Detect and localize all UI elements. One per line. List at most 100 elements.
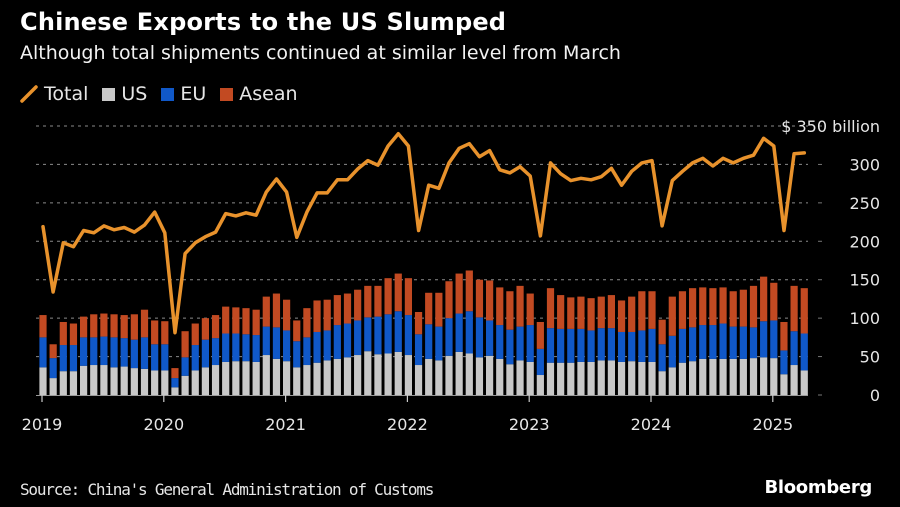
bar-eu xyxy=(272,327,281,359)
bar-us xyxy=(354,355,362,395)
bar-us xyxy=(546,362,555,395)
bar-eu xyxy=(465,311,473,354)
bar-asean xyxy=(130,314,138,340)
bar-eu xyxy=(252,335,260,362)
bar-eu xyxy=(425,324,433,359)
bar-asean xyxy=(749,285,758,328)
chart-subtitle: Although total shipments continued at si… xyxy=(20,42,621,64)
bar-asean xyxy=(414,311,423,335)
bar-eu xyxy=(648,328,656,362)
bar-asean xyxy=(201,318,209,340)
bar-asean xyxy=(151,320,159,345)
bar-eu xyxy=(262,326,270,356)
bar-eu xyxy=(303,337,311,366)
bar-asean xyxy=(211,315,220,339)
bar-eu xyxy=(617,331,626,362)
bar-asean xyxy=(374,285,382,317)
bar-asean xyxy=(39,315,47,338)
bar-asean xyxy=(384,278,392,315)
bar-asean xyxy=(800,288,808,334)
bar-eu xyxy=(364,317,372,352)
bar-us xyxy=(191,370,199,395)
x-tick-label: 2021 xyxy=(265,415,306,434)
bar-asean xyxy=(364,285,372,318)
bar-eu xyxy=(678,328,687,363)
bar-us xyxy=(445,355,453,395)
bar-us xyxy=(435,360,443,395)
bar-eu xyxy=(222,333,230,362)
bar-asean xyxy=(658,319,666,345)
bar-us xyxy=(211,365,220,395)
bar-eu xyxy=(313,331,321,363)
line-swatch-icon xyxy=(20,85,38,103)
bar-asean xyxy=(100,313,108,337)
bar-asean xyxy=(597,296,605,329)
bar-us xyxy=(323,360,331,395)
bar-asean xyxy=(587,298,595,331)
bar-asean xyxy=(780,321,788,351)
bar-asean xyxy=(739,289,747,327)
bar-eu xyxy=(130,339,138,369)
bar-us xyxy=(39,367,47,395)
bar-eu xyxy=(435,326,443,361)
legend-item-us: US xyxy=(102,83,147,105)
bar-asean xyxy=(354,289,362,321)
bar-us xyxy=(668,367,676,395)
bar-us xyxy=(648,361,656,395)
bar-us xyxy=(394,351,402,395)
bar-asean xyxy=(252,309,260,336)
bar-asean xyxy=(486,280,494,321)
bar-eu xyxy=(181,357,189,376)
bar-eu xyxy=(354,320,362,356)
y-tick-label: 50 xyxy=(860,348,880,367)
bar-eu xyxy=(486,320,494,356)
x-tick-label: 2024 xyxy=(631,415,672,434)
bar-eu xyxy=(587,330,595,362)
bar-asean xyxy=(617,300,626,332)
bar-us xyxy=(506,364,514,395)
bar-asean xyxy=(445,281,453,319)
bar-eu xyxy=(140,337,149,369)
bar-us xyxy=(110,367,118,395)
bar-asean xyxy=(536,321,544,349)
bar-eu xyxy=(384,314,392,354)
bar-eu xyxy=(69,345,78,372)
bar-us xyxy=(120,366,128,395)
bar-eu xyxy=(638,330,646,362)
bar-eu xyxy=(557,328,565,363)
bar-eu xyxy=(333,325,341,359)
bar-eu xyxy=(800,333,808,371)
bar-eu xyxy=(59,345,67,372)
x-tick-label: 2019 xyxy=(22,415,63,434)
square-swatch-icon xyxy=(161,87,175,101)
bar-asean xyxy=(140,309,149,338)
bar-eu xyxy=(283,330,291,362)
bar-us xyxy=(587,361,595,395)
legend-label-total: Total xyxy=(44,83,89,105)
bar-eu xyxy=(191,345,199,371)
bar-us xyxy=(80,365,88,395)
bar-asean xyxy=(222,306,230,334)
bar-eu xyxy=(232,333,240,362)
bar-eu xyxy=(739,326,747,359)
bar-asean xyxy=(272,293,281,328)
bar-us xyxy=(49,378,57,395)
y-tick-label: 200 xyxy=(849,232,880,251)
bar-asean xyxy=(729,291,737,327)
bar-eu xyxy=(689,327,697,362)
bar-us xyxy=(333,358,341,395)
bar-us xyxy=(364,351,372,395)
bar-us xyxy=(201,367,209,395)
bar-asean xyxy=(475,279,484,318)
bar-us xyxy=(577,361,585,395)
bar-asean xyxy=(191,323,199,346)
bar-asean xyxy=(678,291,687,329)
legend-item-eu: EU xyxy=(161,83,206,105)
legend-item-total: Total xyxy=(20,83,88,105)
bar-us xyxy=(607,360,615,395)
bar-eu xyxy=(496,325,504,359)
bar-asean xyxy=(404,278,412,316)
bar-us xyxy=(475,357,484,395)
bar-asean xyxy=(293,320,301,342)
